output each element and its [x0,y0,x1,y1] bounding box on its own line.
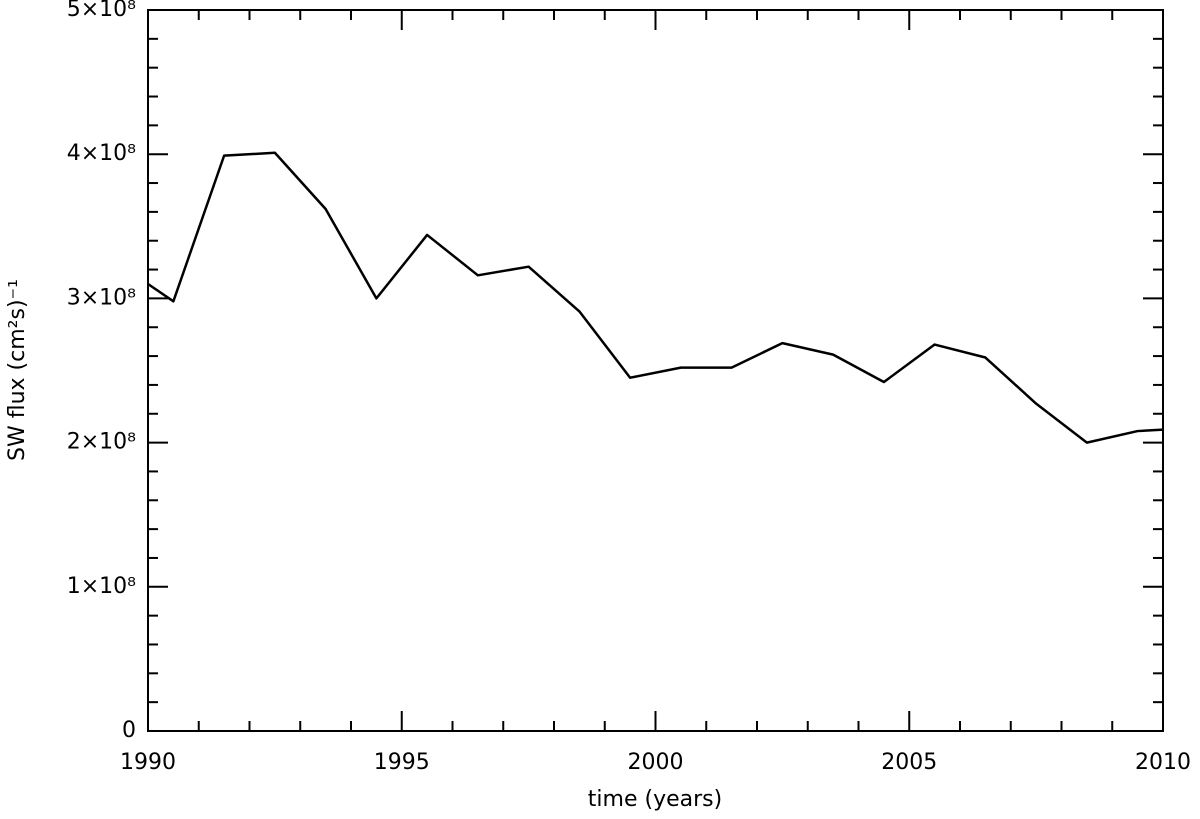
y-tick-label: 4×10⁸ [67,141,136,166]
x-tick-label: 2010 [1135,750,1191,775]
y-tick-label: 0 [122,718,136,743]
x-tick-label: 1990 [120,750,176,775]
y-axis-label: SW flux (cm²s)⁻¹ [5,279,30,461]
x-tick-label: 2000 [628,750,684,775]
y-tick-label: 5×10⁸ [67,0,136,22]
data-line [147,151,1164,444]
x-tick-label: 2005 [881,750,937,775]
y-tick-label: 1×10⁸ [67,574,136,599]
plot-frame [147,9,1164,732]
y-tick-label: 3×10⁸ [67,285,136,310]
x-axis-label: time (years) [588,787,722,812]
y-tick-label: 2×10⁸ [67,430,136,455]
x-tick-label: 1995 [374,750,430,775]
